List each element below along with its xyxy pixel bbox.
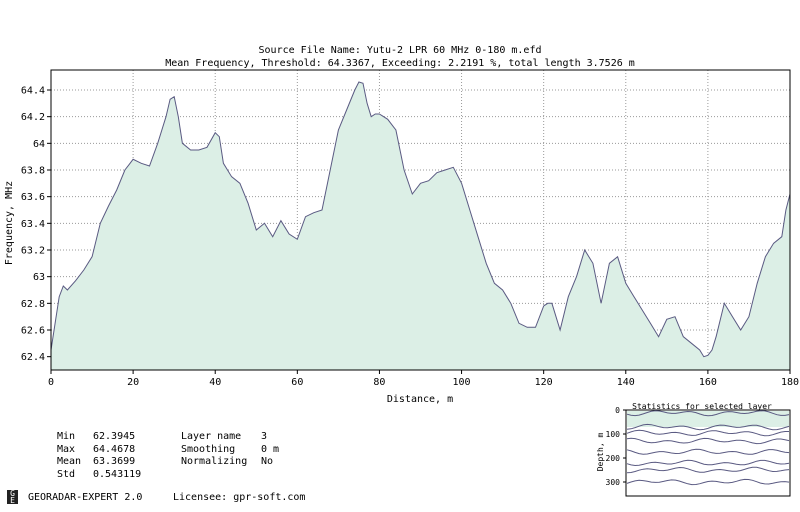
app-name: GEORADAR-EXPERT 2.0 — [28, 492, 143, 503]
y-tick-label: 63.2 — [21, 246, 45, 257]
y-tick-label: 63.6 — [21, 192, 45, 203]
licensee: Licensee: gpr-soft.com — [173, 492, 306, 503]
inset-y-label: Depth, m — [596, 433, 605, 472]
x-axis-label: Distance, m — [387, 394, 453, 405]
inset-layer-line — [626, 423, 790, 431]
layer-value: 3 — [261, 431, 268, 442]
inset-layer-line — [626, 448, 790, 455]
inset-layer-line — [626, 410, 790, 417]
x-tick-label: 40 — [209, 377, 221, 388]
inset-y-tick-label: 0 — [615, 406, 620, 415]
y-tick-label: 64.4 — [21, 86, 45, 97]
layer-info-panel: Layer name 3 Smoothing 0 m Normalizing No — [181, 431, 279, 469]
chart-title-summary: Mean Frequency, Threshold: 64.3367, Exce… — [165, 58, 635, 69]
y-tick-label: 63.4 — [21, 219, 45, 230]
max-label: Max — [57, 443, 76, 455]
smoothing-value: 0 m — [261, 443, 280, 455]
y-tick-label: 64 — [33, 139, 45, 150]
max-value: 64.4678 — [93, 443, 136, 455]
std-label: Std — [57, 468, 76, 480]
x-tick-label: 140 — [617, 377, 635, 388]
stats-panel: Min 62.3945 Max 64.4678 Mean 63.3699 Std 0.5… — [57, 431, 141, 481]
x-tick-label: 120 — [535, 377, 553, 388]
x-tick-label: 160 — [699, 377, 717, 388]
frequency-line — [50, 81, 791, 358]
min-value: 62.3945 — [93, 431, 136, 442]
inset-y-tick-label: 200 — [606, 454, 621, 463]
x-tick-label: 20 — [127, 377, 139, 388]
y-axis-label: Frequency, MHz — [4, 181, 15, 265]
mean-label: Mean — [57, 456, 82, 467]
inset-title: Statistics for selected layer — [632, 402, 772, 411]
x-tick-label: 80 — [373, 377, 385, 388]
y-tick-label: 63.8 — [21, 166, 45, 177]
std-value: 0.543119 — [93, 468, 142, 480]
inset-layer-line — [626, 466, 790, 474]
inset-y-tick-label: 100 — [606, 430, 621, 439]
inset-selected-layer — [627, 411, 789, 427]
inset-layer-line — [626, 459, 790, 467]
x-tick-label: 100 — [453, 377, 471, 388]
plot-frame — [50, 69, 791, 371]
frequency-area — [51, 82, 790, 370]
smoothing-label: Smoothing — [181, 443, 236, 455]
x-tick-label: 0 — [48, 377, 54, 388]
min-label: Min — [57, 431, 76, 442]
normalizing-value: No — [261, 456, 274, 467]
x-tick-label: 180 — [781, 377, 799, 388]
y-tick-label: 64.2 — [21, 112, 45, 123]
inset-layer-line — [626, 429, 789, 437]
inset-layer-line — [626, 478, 790, 486]
inset-layer-line — [626, 437, 790, 445]
y-tick-label: 63 — [33, 272, 45, 283]
chart-title-file: Source File Name: Yutu-2 LPR 60 MHz 0-18… — [258, 45, 542, 56]
mean-value: 63.3699 — [93, 456, 136, 467]
x-tick-label: 60 — [291, 377, 303, 388]
y-tick-label: 62.6 — [21, 326, 45, 337]
normalizing-label: Normalizing — [181, 456, 248, 467]
y-tick-label: 62.4 — [21, 352, 45, 363]
inset-y-tick-label: 300 — [606, 478, 621, 487]
layer-label: Layer name — [181, 431, 242, 442]
y-tick-label: 62.8 — [21, 299, 45, 310]
